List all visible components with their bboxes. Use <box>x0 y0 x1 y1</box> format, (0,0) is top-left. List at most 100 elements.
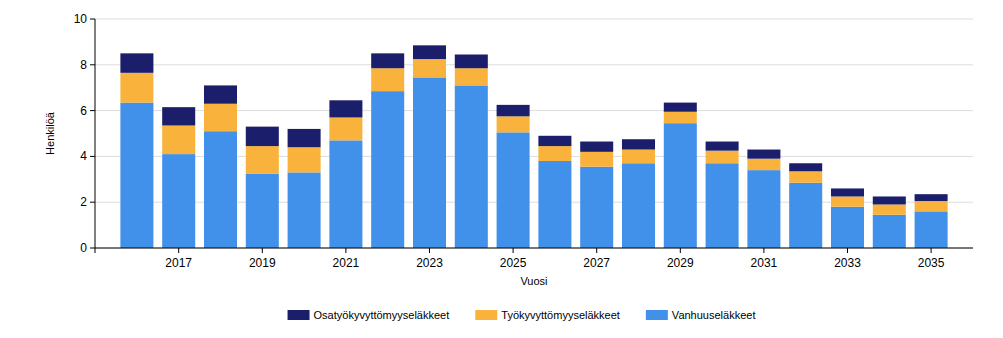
legend-label: Työkyvyttömyyseläkkeet <box>501 309 620 321</box>
y-tick <box>90 248 95 249</box>
x-tick-label: 2027 <box>583 256 610 270</box>
bar-segment <box>789 171 822 182</box>
bar-segment <box>288 172 321 248</box>
legend-label: Vanhuuseläkkeet <box>672 309 756 321</box>
y-tick-label: 2 <box>80 195 87 209</box>
bar-segment <box>538 161 571 248</box>
bar-segment <box>497 105 530 116</box>
grid-line <box>95 64 973 65</box>
bar-segment <box>873 196 906 204</box>
x-axis <box>95 248 973 249</box>
bar-segment <box>329 117 362 140</box>
x-tick-label: 2035 <box>918 256 945 270</box>
bar-segment <box>915 211 948 248</box>
bar-segment <box>664 112 697 123</box>
x-axis-label: Vuosi <box>520 275 547 287</box>
bar-segment <box>162 107 195 125</box>
bar-segment <box>789 183 822 248</box>
bar-segment <box>455 85 488 248</box>
bar-segment <box>413 59 446 77</box>
bar-segment <box>371 53 404 68</box>
bar-segment <box>371 91 404 248</box>
legend: Osatyökyvyttömyyseläkkeet Työkyvyttömyyse… <box>288 309 756 321</box>
bar-segment <box>246 146 279 173</box>
x-tick-label: 2019 <box>249 256 276 270</box>
bar-segment <box>580 167 613 248</box>
bar-segment <box>622 150 655 164</box>
x-tick <box>847 248 848 253</box>
bar-segment <box>831 196 864 206</box>
bar-segment <box>664 123 697 248</box>
x-tick-label: 2033 <box>834 256 861 270</box>
bar-segment <box>120 53 153 72</box>
chart: 0246810201720192021202320252027202920312… <box>0 0 1003 338</box>
bar-segment <box>497 132 530 248</box>
bar-segment <box>622 163 655 248</box>
bar-segment <box>873 204 906 214</box>
bar-segment <box>120 103 153 248</box>
x-tick <box>429 248 430 253</box>
y-tick-label: 6 <box>80 104 87 118</box>
bar-segment <box>413 45 446 59</box>
x-tick <box>680 248 681 253</box>
bar-segment <box>706 142 739 151</box>
bar-segment <box>120 73 153 103</box>
bar-segment <box>204 131 237 248</box>
x-tick <box>345 248 346 253</box>
bar-segment <box>747 170 780 248</box>
y-axis-label: Henkilöä <box>44 111 56 155</box>
bar-segment <box>455 68 488 85</box>
bars <box>120 45 947 248</box>
legend-swatch <box>288 310 310 320</box>
y-tick <box>90 156 95 157</box>
bar-segment <box>706 163 739 248</box>
grid-line <box>95 248 973 249</box>
bar-segment <box>329 100 362 117</box>
y-tick <box>90 19 95 20</box>
bar-segment <box>915 201 948 211</box>
bar-segment <box>831 207 864 248</box>
y-tick-label: 0 <box>80 241 87 255</box>
bar-segment <box>664 103 697 112</box>
y-tick-label: 4 <box>80 149 87 163</box>
x-tick-label: 2029 <box>667 256 694 270</box>
x-tick <box>763 248 764 253</box>
bar-segment <box>288 147 321 172</box>
bar-segment <box>915 194 948 201</box>
y-tick-label: 8 <box>80 58 87 72</box>
x-tick-label: 2017 <box>165 256 192 270</box>
bar-segment <box>538 136 571 146</box>
x-tick <box>596 248 597 253</box>
x-tick-label: 2021 <box>333 256 360 270</box>
x-tick-label: 2025 <box>500 256 527 270</box>
bar-segment <box>706 151 739 164</box>
bar-segment <box>288 129 321 147</box>
y-tick-label: 10 <box>74 12 88 26</box>
y-tick <box>90 64 95 65</box>
x-tick <box>931 248 932 253</box>
bar-segment <box>455 54 488 68</box>
bar-segment <box>329 140 362 248</box>
bar-segment <box>246 127 279 146</box>
bar-segment <box>162 125 195 154</box>
grid-line <box>95 19 973 20</box>
bar-segment <box>580 142 613 152</box>
bar-segment <box>204 85 237 103</box>
bar-segment <box>622 139 655 149</box>
y-tick <box>90 110 95 111</box>
legend-swatch <box>475 310 497 320</box>
bar-segment <box>497 116 530 132</box>
y-tick <box>90 202 95 203</box>
bar-segment <box>162 154 195 248</box>
legend-label: Osatyökyvyttömyyseläkkeet <box>314 309 450 321</box>
x-tick-label: 2023 <box>416 256 443 270</box>
bar-segment <box>371 68 404 91</box>
bar-segment <box>246 174 279 248</box>
x-tick <box>95 248 96 253</box>
x-tick <box>178 248 179 253</box>
bar-segment <box>831 188 864 196</box>
bar-segment <box>413 77 446 248</box>
bar-segment <box>538 146 571 161</box>
x-tick <box>262 248 263 253</box>
bar-segment <box>204 104 237 131</box>
